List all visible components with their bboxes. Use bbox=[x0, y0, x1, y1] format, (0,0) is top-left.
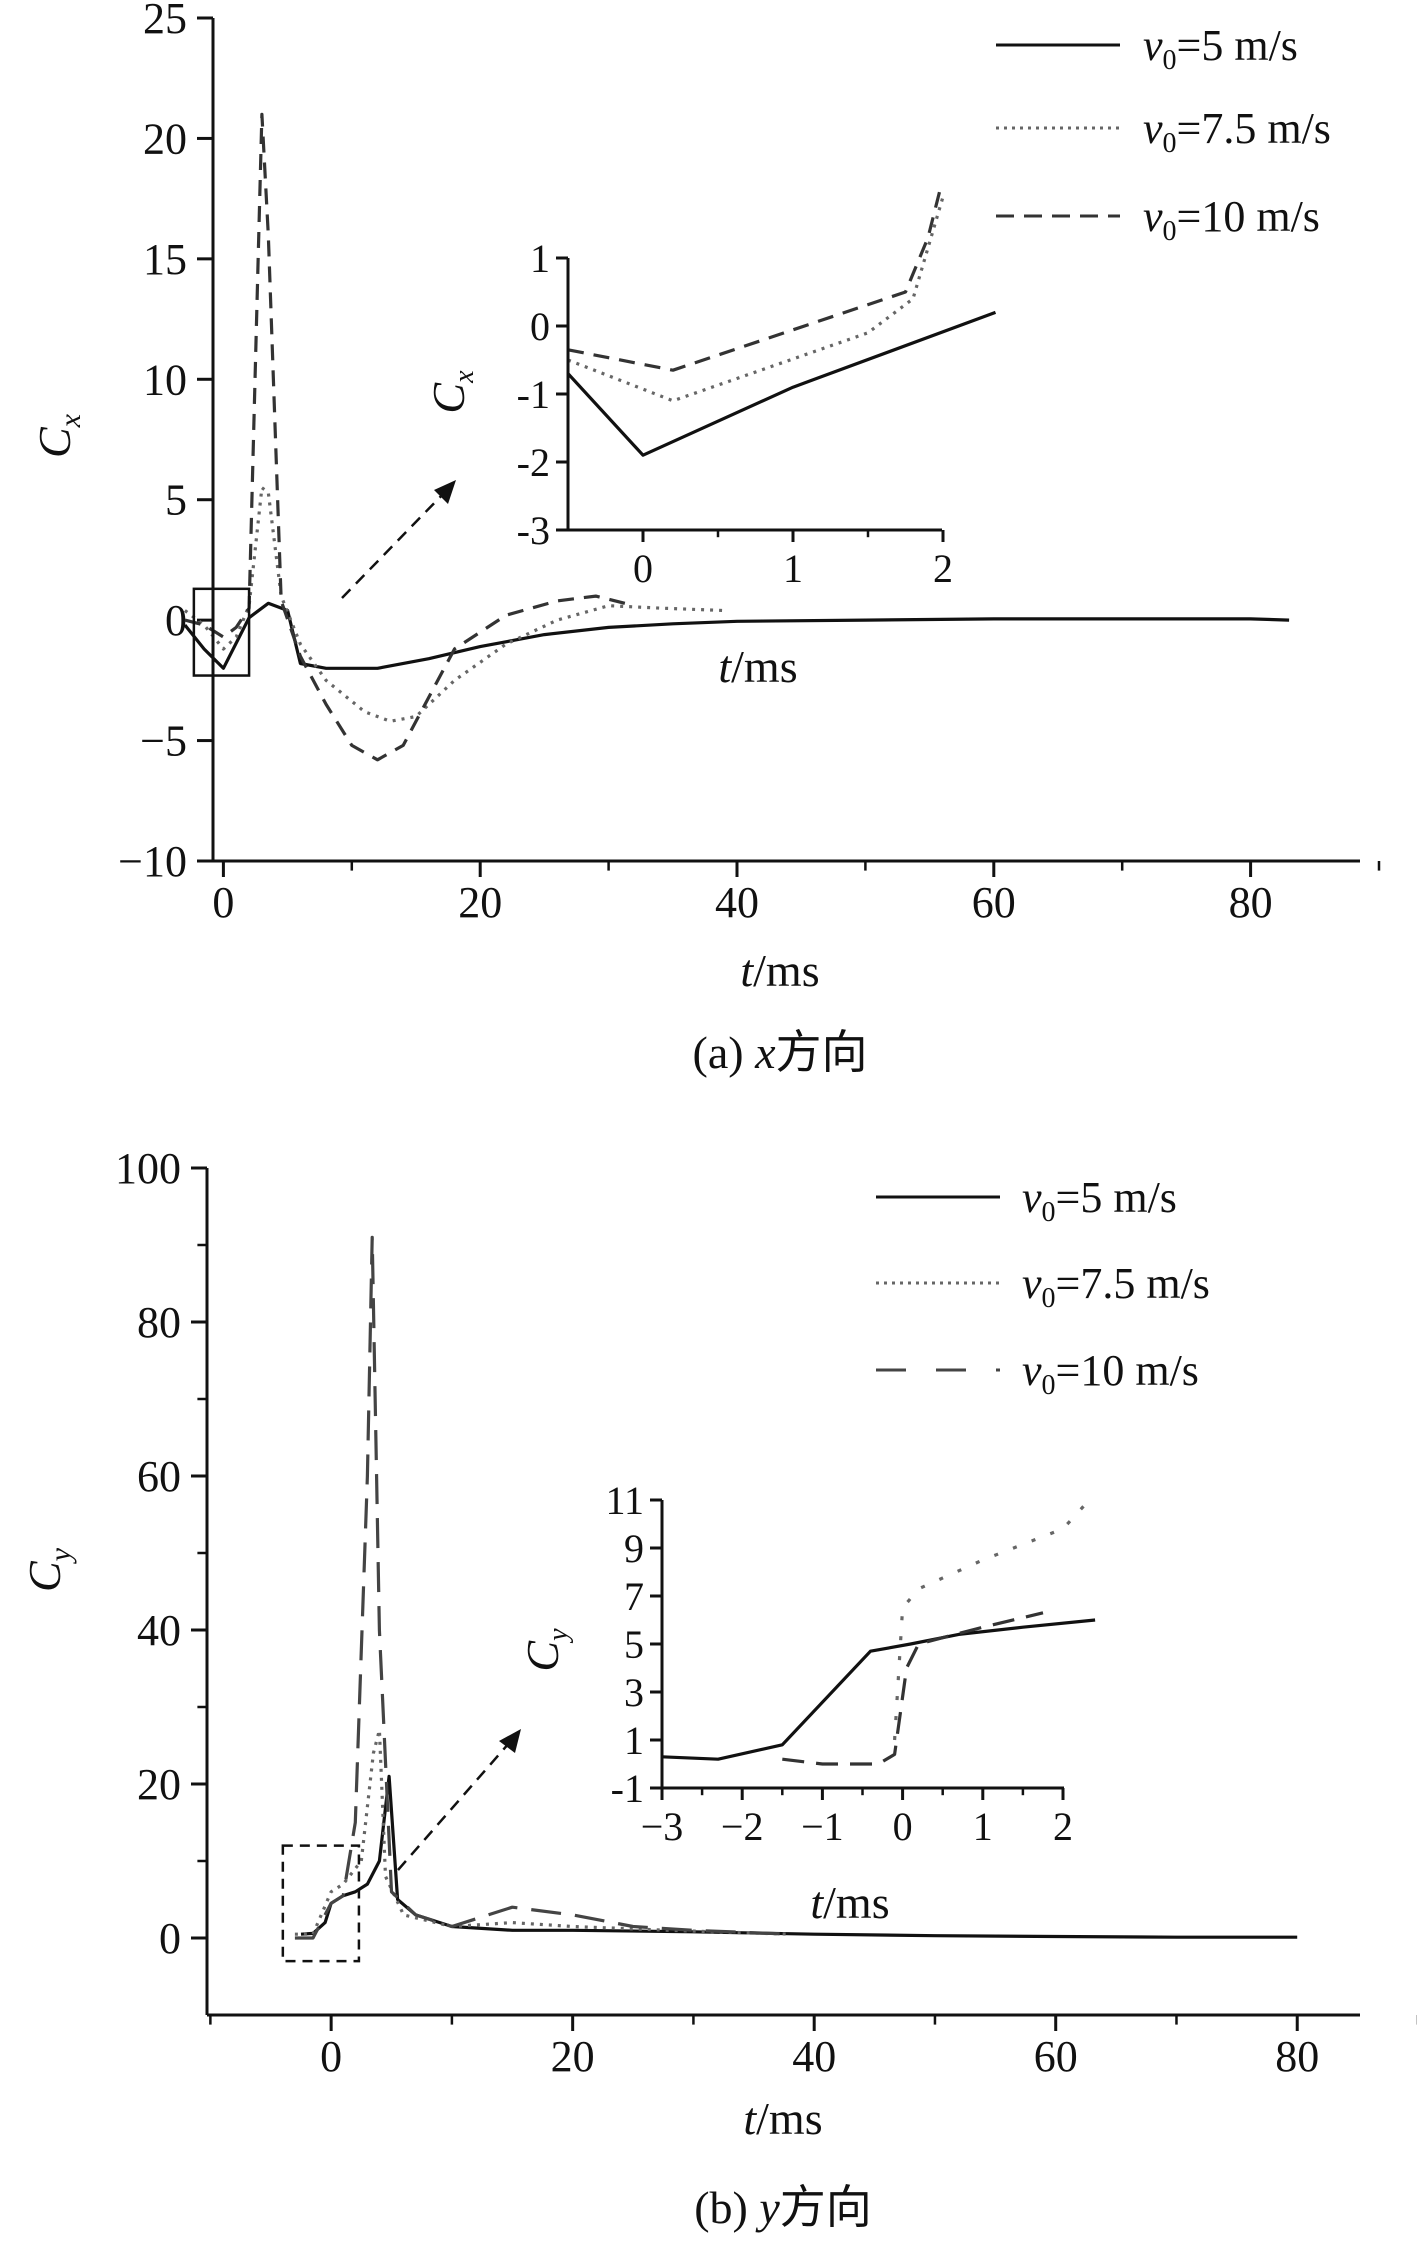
legend-label: v0=10 m/s bbox=[1143, 192, 1320, 247]
y-tick-label: 0 bbox=[159, 1914, 181, 1963]
panel-b-legend: v0=5 m/s v0=7.5 m/s v0=10 m/s bbox=[876, 1173, 1210, 1401]
y-tick-label: −5 bbox=[140, 717, 187, 766]
x-tick-label: 2 bbox=[1053, 1804, 1073, 1849]
x-tick-label: 60 bbox=[972, 878, 1016, 927]
y-tick-label: -1 bbox=[517, 372, 550, 417]
x-tick-label: 20 bbox=[551, 2032, 595, 2081]
series-line-dashed bbox=[567, 189, 942, 372]
panel-a-legend: v0=5 m/s v0=7.5 m/s v0=10 m/s bbox=[996, 21, 1331, 247]
y-tick-label: -3 bbox=[517, 508, 550, 553]
legend-label: v0=5 m/s bbox=[1143, 21, 1298, 76]
x-tick-label: 0 bbox=[320, 2032, 342, 2081]
y-tick-label: -2 bbox=[517, 440, 550, 485]
y-tick-label: 11 bbox=[605, 1478, 644, 1523]
series-line-dotted bbox=[183, 486, 725, 723]
y-tick-label: 0 bbox=[165, 596, 187, 645]
y-tick-label: 3 bbox=[624, 1670, 644, 1715]
legend-label: v0=5 m/s bbox=[1022, 1173, 1177, 1228]
panel-a-zoom-box bbox=[192, 587, 251, 677]
panel-a-inset-ticks: 0 1 2 -3 -2 -1 0 1 bbox=[517, 236, 953, 591]
x-tick-label: 2 bbox=[933, 546, 953, 591]
y-tick-label: 80 bbox=[137, 1298, 181, 1347]
y-tick-label: 7 bbox=[624, 1574, 644, 1619]
y-tick-label: −10 bbox=[118, 837, 187, 886]
x-tick-label: 80 bbox=[1229, 878, 1273, 927]
x-tick-label: −2 bbox=[721, 1804, 764, 1849]
y-tick-label: 1 bbox=[530, 236, 550, 281]
panel-a-caption: (a) x方向 bbox=[693, 1027, 868, 1078]
series-line-solid bbox=[183, 601, 1290, 670]
x-tick-label: 20 bbox=[458, 878, 502, 927]
x-tick-label: 0 bbox=[212, 878, 234, 927]
panel-b-zoom-arrow bbox=[397, 1741, 511, 1871]
y-tick-label: -1 bbox=[611, 1766, 644, 1811]
panel-a-series bbox=[183, 112, 1290, 762]
panel-a-y-label: Cx bbox=[29, 413, 87, 458]
y-tick-label: 9 bbox=[624, 1526, 644, 1571]
y-tick-label: 25 bbox=[143, 0, 187, 43]
y-tick-label: 20 bbox=[137, 1760, 181, 1809]
y-tick-label: 60 bbox=[137, 1452, 181, 1501]
x-tick-label: 80 bbox=[1275, 2032, 1319, 2081]
panel-b-series bbox=[294, 1235, 1298, 1940]
series-line-dotted bbox=[294, 1728, 791, 1936]
panel-a-inset-x-label: t/ms bbox=[718, 641, 797, 692]
x-tick-label: 1 bbox=[783, 546, 803, 591]
panel-b-x-label: t/ms bbox=[743, 2093, 822, 2144]
panel-a-zoom-arrow bbox=[341, 491, 446, 599]
legend-label: v0=10 m/s bbox=[1022, 1346, 1199, 1401]
x-tick-label: 40 bbox=[715, 878, 759, 927]
legend-label: v0=7.5 m/s bbox=[1022, 1259, 1210, 1314]
panel-b-inset-series bbox=[661, 1501, 1096, 1766]
x-tick-label: −1 bbox=[801, 1804, 844, 1849]
panel-b-inset-y-label: Cy bbox=[517, 1628, 574, 1672]
series-line-dashed bbox=[184, 112, 635, 762]
y-tick-label: 5 bbox=[624, 1622, 644, 1667]
x-tick-label: 0 bbox=[633, 546, 653, 591]
series-line-dotted bbox=[567, 196, 945, 403]
panel-b-y-label: Cy bbox=[19, 1547, 77, 1592]
series-line-dashed bbox=[294, 1235, 791, 1940]
y-tick-label: 100 bbox=[115, 1144, 181, 1193]
x-tick-label: 40 bbox=[792, 2032, 836, 2081]
panel-a-inset-series bbox=[566, 189, 997, 457]
y-tick-label: 15 bbox=[143, 235, 187, 284]
legend-label: v0=7.5 m/s bbox=[1143, 104, 1331, 159]
panel-a-zoom-arrowhead bbox=[434, 480, 456, 504]
panel-b-zoom-box bbox=[281, 1844, 361, 1963]
series-line-solid bbox=[661, 1618, 1096, 1761]
x-tick-label: 1 bbox=[973, 1804, 993, 1849]
panel-a-inset-y-label: Cx bbox=[423, 370, 480, 414]
panel-a-inset: 0 1 2 -3 -2 -1 0 1 Cx t/ms bbox=[423, 189, 997, 692]
series-line-dashed bbox=[782, 1611, 1044, 1766]
x-tick-label: −3 bbox=[641, 1804, 684, 1849]
panel-a-x-label: t/ms bbox=[740, 945, 819, 996]
y-tick-label: 1 bbox=[624, 1718, 644, 1763]
y-tick-label: 10 bbox=[143, 355, 187, 404]
panel-b-caption: (b) y方向 bbox=[694, 2182, 872, 2233]
panel-b-zoom-arrowhead bbox=[499, 1729, 521, 1753]
y-tick-label: 0 bbox=[530, 304, 550, 349]
x-tick-label: 0 bbox=[893, 1804, 913, 1849]
y-tick-label: 5 bbox=[165, 476, 187, 525]
series-line-solid bbox=[566, 310, 997, 457]
y-tick-label: 20 bbox=[143, 114, 187, 163]
series-line-dotted bbox=[893, 1501, 1089, 1741]
series-line-solid bbox=[300, 1774, 1298, 1939]
y-tick-label: 40 bbox=[137, 1606, 181, 1655]
panel-b-inset-x-label: t/ms bbox=[810, 1877, 889, 1928]
x-tick-label: 60 bbox=[1034, 2032, 1078, 2081]
